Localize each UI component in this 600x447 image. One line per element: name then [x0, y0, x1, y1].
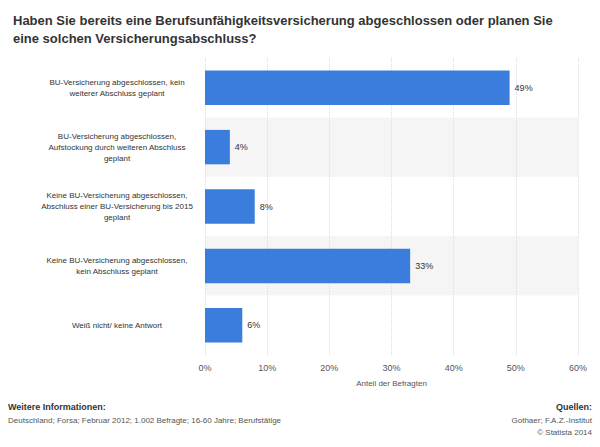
svg-text:20%: 20%	[320, 363, 338, 373]
svg-text:eine solchen Versicherungsabsc: eine solchen Versicherungsabschluss?	[13, 31, 257, 46]
svg-text:Deutschland; Forsa; Februar 20: Deutschland; Forsa; Februar 2012; 1.002 …	[8, 416, 282, 425]
svg-text:BU-Versicherung abgeschlossen,: BU-Versicherung abgeschlossen, kein	[49, 78, 184, 87]
svg-text:geplant: geplant	[104, 213, 131, 222]
svg-text:40%: 40%	[445, 363, 463, 373]
svg-text:kein Abschluss geplant: kein Abschluss geplant	[76, 267, 158, 276]
svg-text:10%: 10%	[258, 363, 276, 373]
svg-text:Quellen:: Quellen:	[556, 402, 592, 412]
svg-text:4%: 4%	[235, 142, 248, 152]
svg-text:33%: 33%	[415, 261, 433, 271]
svg-text:Weitere Informationen:: Weitere Informationen:	[8, 402, 106, 412]
svg-text:60%: 60%	[569, 363, 587, 373]
svg-text:Aufstockung durch weiteren Abs: Aufstockung durch weiteren Abschluss	[49, 143, 186, 152]
svg-text:Abschluss einer BU-Versicherun: Abschluss einer BU-Versicherung bis 2015	[41, 202, 193, 211]
svg-text:weiterer Abschluss geplant: weiterer Abschluss geplant	[68, 89, 165, 98]
svg-text:Weiß nicht/ keine Antwort: Weiß nicht/ keine Antwort	[72, 321, 163, 330]
svg-text:Anteil der Befragten: Anteil der Befragten	[356, 379, 427, 388]
svg-text:6%: 6%	[247, 320, 260, 330]
svg-text:Gothaer; F.A.Z.-Institut: Gothaer; F.A.Z.-Institut	[512, 416, 593, 425]
svg-text:Haben Sie bereits eine Berufsu: Haben Sie bereits eine Berufsunfähigkeit…	[13, 13, 553, 28]
svg-text:Keine BU-Versicherung abgeschl: Keine BU-Versicherung abgeschlossen,	[47, 256, 188, 265]
svg-text:0%: 0%	[198, 363, 211, 373]
svg-text:30%: 30%	[382, 363, 400, 373]
svg-text:© Statista 2014: © Statista 2014	[537, 428, 592, 437]
svg-text:BU-Versicherung abgeschlossen,: BU-Versicherung abgeschlossen,	[58, 132, 176, 141]
svg-text:49%: 49%	[515, 83, 533, 93]
svg-text:Keine BU-Versicherung abgeschl: Keine BU-Versicherung abgeschlossen,	[47, 191, 188, 200]
svg-text:8%: 8%	[260, 202, 273, 212]
svg-text:geplant: geplant	[104, 154, 131, 163]
svg-text:50%: 50%	[507, 363, 525, 373]
